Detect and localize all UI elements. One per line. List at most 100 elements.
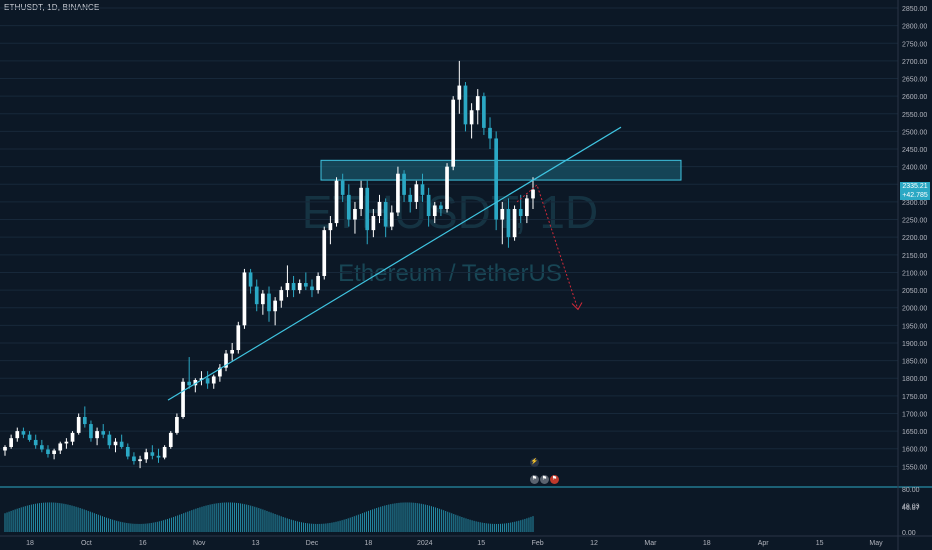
price-tick-label: 2450.00	[902, 147, 927, 154]
candle-body	[119, 441, 124, 447]
time-tick-label: Feb	[532, 540, 544, 547]
price-tick-label: 1900.00	[902, 341, 927, 348]
candle-body	[377, 201, 382, 217]
projection-arrow	[516, 184, 583, 311]
candle-body	[340, 180, 345, 195]
candle-body	[58, 443, 63, 451]
candle-body	[224, 353, 228, 368]
time-tick-label: 18	[703, 540, 711, 547]
price-tick-label: 1800.00	[902, 376, 927, 383]
candle-body	[175, 417, 179, 433]
flag-icon[interactable]: ⚑	[550, 475, 559, 484]
time-axis: 18 Oct 16 Nov 13 Dec 18 2024 15 Feb 12 Mar 18 Apr 15 Ma…	[0, 535, 932, 547]
candle-body	[107, 434, 112, 446]
candle-body	[33, 439, 38, 446]
candle-body	[383, 201, 388, 227]
trendline-line	[167, 126, 622, 401]
resistance-zone	[320, 159, 682, 181]
candle-body	[3, 446, 7, 451]
candle-body	[138, 459, 142, 462]
candle-body	[218, 367, 222, 377]
lightning-icon[interactable]: ⚡	[530, 458, 539, 467]
candle-body	[303, 283, 308, 287]
oscillator-label: 0.00	[902, 530, 916, 537]
candle-body	[488, 127, 492, 139]
candle-body	[230, 350, 235, 354]
price-tick-label: 2250.00	[902, 218, 927, 225]
time-tick-label: Mar	[644, 540, 657, 547]
time-tick-label: 15	[816, 540, 824, 547]
candle-body	[242, 272, 247, 326]
price-tick-label: 2400.00	[902, 165, 927, 172]
candle-body	[82, 417, 87, 425]
candle-body	[328, 223, 333, 231]
price-tick-label: 2050.00	[902, 288, 927, 295]
candle-body	[457, 85, 462, 100]
candle-body	[322, 230, 327, 276]
candle-body	[113, 441, 118, 446]
oscillator-label: 46.87	[902, 505, 920, 512]
candle-body	[64, 441, 69, 444]
last-price-value: 2335.21	[902, 183, 928, 190]
candle-body	[27, 434, 32, 440]
candle-body	[279, 290, 284, 301]
candle-body	[297, 283, 302, 291]
time-tick-label: Oct	[81, 540, 92, 547]
candle-body	[199, 378, 204, 380]
time-tick-label: Nov	[193, 540, 206, 547]
candle-body	[21, 431, 26, 435]
candle-body	[267, 293, 271, 312]
candle-body	[9, 438, 13, 447]
candle-body	[389, 212, 394, 227]
candle-body	[334, 180, 339, 224]
price-tick-label: 2200.00	[902, 235, 927, 242]
candle-body	[518, 208, 523, 217]
resistance-zone-rect	[320, 159, 682, 181]
candle-body	[15, 431, 20, 439]
candle-body	[353, 208, 357, 220]
candle-body	[316, 275, 320, 291]
time-tick-label: May	[869, 540, 883, 547]
price-tick-label: 2150.00	[902, 253, 927, 260]
price-tick-label: 2100.00	[902, 270, 927, 277]
price-tick-label: 1600.00	[902, 447, 927, 454]
candle-body	[39, 445, 44, 450]
candle-body	[451, 99, 456, 167]
candle-body	[291, 283, 296, 291]
candle-body	[95, 431, 99, 439]
flag-icon[interactable]: ⚑	[540, 475, 549, 484]
price-tick-label: 2750.00	[902, 41, 927, 48]
grid	[0, 7, 898, 467]
candle-body	[211, 376, 216, 384]
candle-body	[236, 325, 241, 351]
projection-path	[516, 184, 579, 310]
flag-icon[interactable]: ⚑	[530, 475, 539, 484]
candle-body	[482, 96, 486, 128]
candle-body	[168, 432, 173, 447]
candle-body	[371, 216, 376, 231]
time-tick-label: 15	[477, 540, 485, 547]
candle-body	[310, 286, 314, 291]
price-tick-label: 1550.00	[902, 464, 927, 471]
candle-body	[525, 198, 529, 217]
price-tick-label: 1750.00	[902, 394, 927, 401]
candle-body	[500, 208, 505, 220]
candle-body	[205, 378, 210, 384]
candle-body	[132, 456, 136, 462]
candle-body	[426, 194, 431, 217]
candle-body	[531, 189, 535, 199]
candle-body	[162, 446, 167, 458]
time-tick-label: 18	[365, 540, 373, 547]
trendline	[167, 126, 622, 401]
price-tick-label: 2700.00	[902, 59, 927, 66]
candle-body	[414, 184, 419, 202]
candle-body	[187, 381, 192, 386]
candle-body	[439, 205, 443, 209]
candle-body	[359, 187, 363, 209]
price-tick-label: 1950.00	[902, 323, 927, 330]
candle-body	[70, 432, 75, 442]
candle-body	[89, 424, 93, 439]
